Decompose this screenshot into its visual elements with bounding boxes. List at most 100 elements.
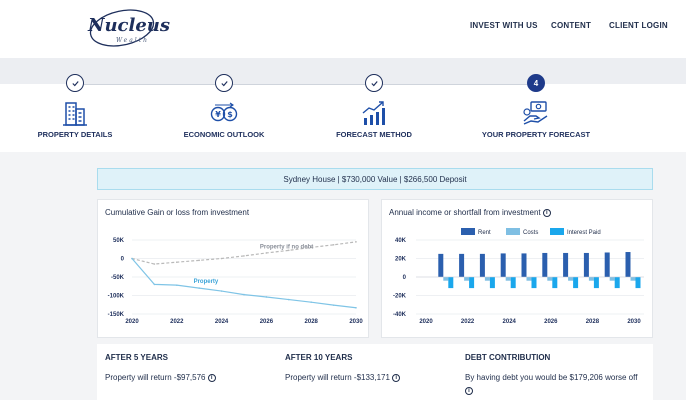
series-label-property: Property	[194, 279, 219, 285]
nucleus-logo[interactable]: Nucleus Wealth	[88, 6, 170, 50]
check-icon	[215, 74, 233, 92]
step-label: PROPERTY DETAILS	[37, 130, 113, 139]
grey-band	[0, 58, 686, 84]
step-label: FORECAST METHOD	[336, 130, 412, 139]
data-point	[265, 296, 268, 298]
legend-label: Costs	[523, 230, 538, 236]
bar-costs	[547, 277, 553, 281]
svg-text:¥: ¥	[215, 110, 221, 119]
data-point	[310, 301, 312, 303]
data-point	[332, 244, 335, 246]
info-icon[interactable]: i	[542, 208, 551, 217]
stat-value: Property will return -$97,576	[105, 373, 206, 382]
property-summary-banner: Sydney House | $730,000 Value | $266,500…	[97, 168, 653, 190]
nav-invest-with-us[interactable]: INVEST WITH US	[470, 21, 538, 30]
site-header: Nucleus Wealth INVEST WITH US CONTENT CL…	[0, 0, 686, 58]
bar-interest	[510, 277, 516, 289]
bar-rent	[542, 252, 548, 277]
bar-rent	[438, 253, 444, 277]
x-tick-label: 2024	[503, 319, 517, 325]
y-tick-label: 40K	[395, 238, 407, 244]
bar-rent	[583, 252, 589, 277]
data-point	[243, 293, 245, 296]
bar-costs	[609, 277, 615, 281]
bar-rent	[604, 252, 610, 277]
x-tick-label: 2020	[125, 319, 139, 325]
bar-rent	[521, 253, 527, 277]
step-label: ECONOMIC OUTLOOK	[183, 130, 265, 139]
bar-costs	[630, 277, 636, 281]
data-point	[220, 290, 223, 292]
legend-label: Interest Paid	[567, 230, 601, 236]
bar-interest	[635, 277, 641, 289]
logo-subtext: Wealth	[116, 37, 149, 44]
cumulative-gain-card: Cumulative Gain or loss from investment …	[97, 199, 369, 338]
step-your-property-forecast[interactable]: 4 YOUR PROPERTY FORECAST	[471, 74, 601, 139]
data-point	[176, 284, 178, 286]
data-point	[243, 255, 245, 257]
chart-title: Annual income or shortfall from investme…	[389, 208, 551, 217]
stat-text-10-years: Property will return -$133,171 i	[285, 371, 455, 384]
bar-interest	[593, 277, 599, 289]
x-tick-label: 2026	[260, 319, 274, 325]
y-tick-label: 0	[121, 257, 125, 263]
bar-costs	[484, 277, 490, 281]
step-connector	[233, 84, 365, 85]
info-icon[interactable]: i	[392, 373, 401, 382]
data-point	[355, 306, 357, 309]
bar-costs	[568, 277, 574, 281]
step-progress-bar	[0, 84, 686, 152]
annual-income-card: Annual income or shortfall from investme…	[381, 199, 653, 338]
bar-interest	[552, 277, 558, 289]
bar-costs	[464, 277, 470, 281]
bar-rent	[459, 253, 465, 277]
series-label-no-debt: Property if no debt	[260, 245, 313, 251]
y-tick-label: -100K	[108, 294, 125, 300]
data-point	[176, 261, 178, 263]
bar-costs	[443, 277, 449, 281]
y-tick-label: -20K	[393, 294, 407, 300]
nav-client-login[interactable]: CLIENT LOGIN	[609, 21, 668, 30]
stat-text-debt-contribution: By having debt you would be $179,206 wor…	[465, 371, 645, 397]
bar-interest	[448, 277, 454, 289]
bar-interest	[573, 277, 579, 289]
y-tick-label: 50K	[113, 238, 125, 244]
annual-income-chart[interactable]: -40K -20K 0 20K 40K 2020 2022 2024 2026 2028 2030 R…	[382, 200, 652, 337]
step-connector	[383, 84, 527, 85]
stat-text-5-years: Property will return -$97,576 i	[105, 371, 275, 384]
bar-rent	[479, 253, 485, 277]
chart-title-text: Annual income or shortfall from investme…	[389, 208, 541, 217]
step-forecast-method[interactable]: FORECAST METHOD	[309, 74, 439, 139]
legend-swatch	[506, 228, 520, 235]
logo-swoosh-icon	[89, 9, 155, 47]
stat-value: By having debt you would be $179,206 wor…	[465, 373, 638, 382]
x-tick-label: 2022	[461, 319, 475, 325]
step-property-details[interactable]: PROPERTY DETAILS	[10, 74, 140, 139]
series-line-no-debt	[131, 241, 357, 265]
series-line-property	[131, 258, 357, 309]
x-tick-label: 2024	[215, 319, 229, 325]
info-icon[interactable]: i	[207, 373, 216, 382]
bar-rent	[563, 252, 569, 277]
data-point	[198, 287, 200, 289]
x-tick-label: 2020	[419, 319, 433, 325]
stats-panel	[97, 344, 653, 400]
y-tick-label: -150K	[108, 312, 125, 318]
data-point	[131, 257, 133, 260]
step-economic-outlook[interactable]: ¥ $ ECONOMIC OUTLOOK	[159, 74, 289, 139]
info-icon[interactable]: i	[465, 386, 473, 395]
x-tick-label: 2030	[349, 319, 363, 325]
y-tick-label: -50K	[111, 275, 125, 281]
x-tick-label: 2022	[170, 319, 184, 325]
bar-costs	[526, 277, 532, 281]
y-tick-label: 0	[403, 275, 407, 281]
stat-title-10-years: AFTER 10 YEARS	[285, 353, 353, 362]
check-icon	[365, 74, 383, 92]
bar-costs	[588, 277, 594, 281]
legend-swatch	[550, 228, 564, 235]
data-point	[288, 249, 290, 252]
hand-money-icon	[471, 98, 601, 128]
data-point	[355, 241, 357, 243]
nav-content[interactable]: CONTENT	[551, 21, 592, 30]
cumulative-gain-chart[interactable]: -150K -100K -50K 0 50K 2020 2022 2024 2026 2028 20…	[98, 200, 368, 337]
